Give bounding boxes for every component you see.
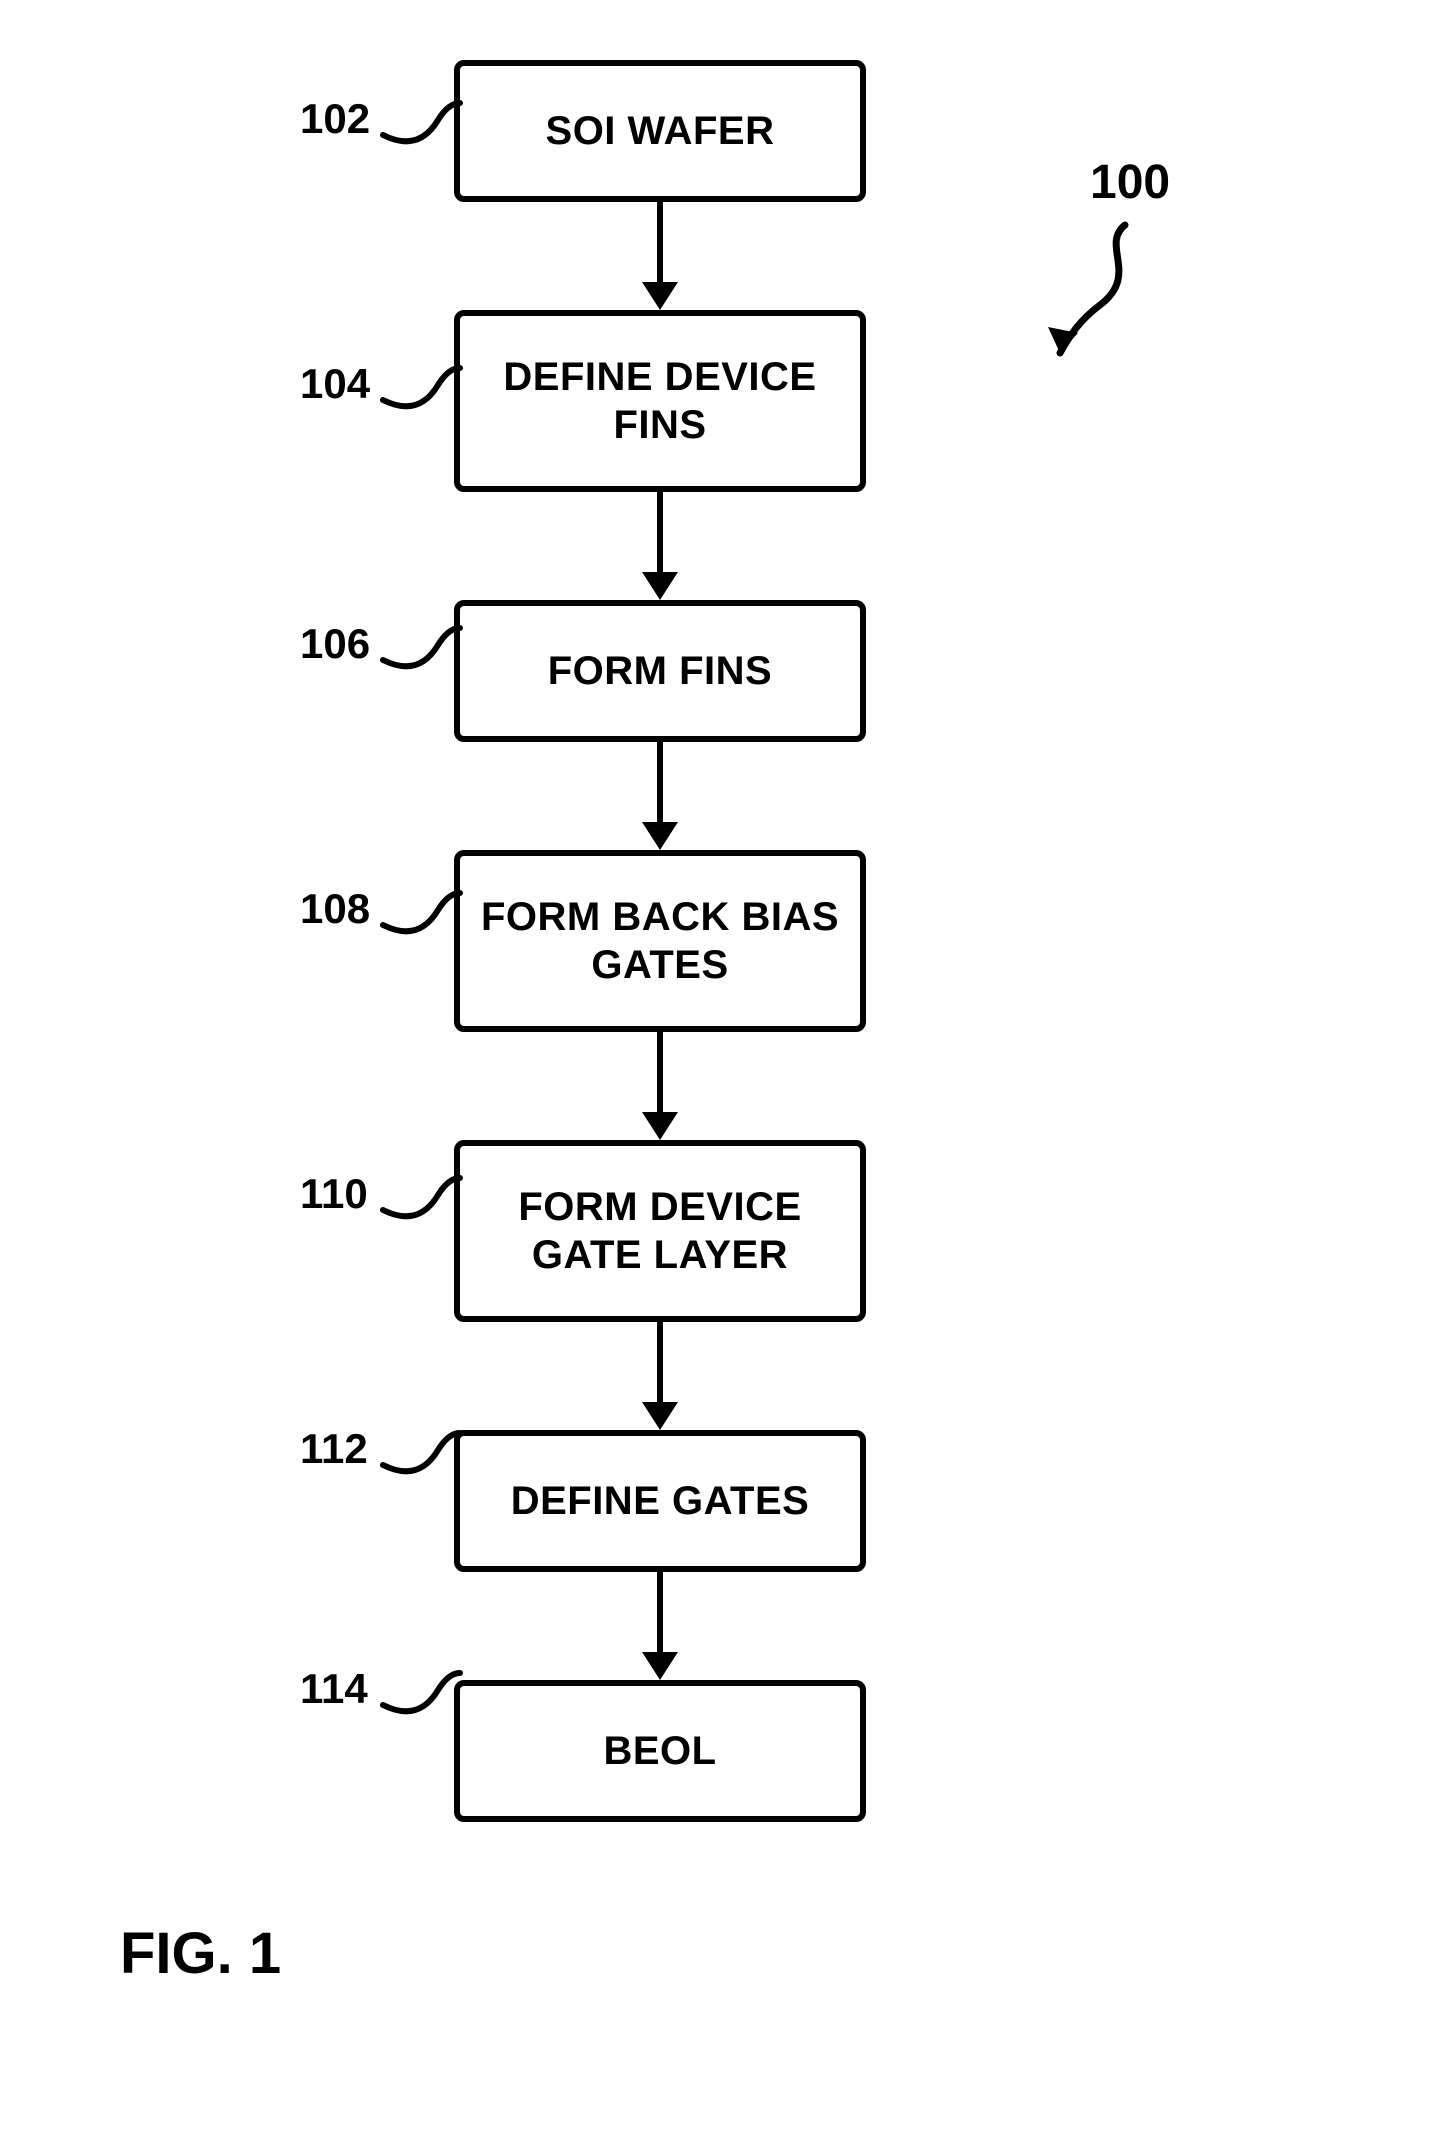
node-label-line1: FORM BACK BIAS xyxy=(481,893,839,941)
ref-hook-icon xyxy=(378,885,463,945)
ref-hook-icon xyxy=(378,95,463,155)
arrow-head-icon xyxy=(642,1652,678,1680)
flow-arrow xyxy=(642,1322,678,1430)
node-label-wrap: FORM DEVICE GATE LAYER xyxy=(518,1183,801,1279)
node-label-line1: DEFINE DEVICE xyxy=(503,353,816,401)
ref-hook-icon xyxy=(378,620,463,680)
ref-hook-icon xyxy=(378,360,463,420)
flow-node-form-back-bias-gates: FORM BACK BIAS GATES xyxy=(454,850,866,1032)
node-label: DEFINE GATES xyxy=(511,1479,810,1524)
arrow-shaft xyxy=(657,492,663,572)
ref-label-114: 114 xyxy=(300,1665,368,1713)
overall-reference-arrow xyxy=(1030,215,1150,375)
node-label-wrap: DEFINE DEVICE FINS xyxy=(503,353,816,449)
arrow-shaft xyxy=(657,742,663,822)
node-label: BEOL xyxy=(603,1729,716,1774)
flow-node-form-fins: FORM FINS xyxy=(454,600,866,742)
ref-label-112: 112 xyxy=(300,1425,368,1473)
flow-node-define-gates: DEFINE GATES xyxy=(454,1430,866,1572)
ref-label-108: 108 xyxy=(300,885,370,933)
flowchart: SOI WAFER DEFINE DEVICE FINS FORM FINS F… xyxy=(460,60,860,1822)
flow-node-soi-wafer: SOI WAFER xyxy=(454,60,866,202)
node-label: FORM FINS xyxy=(548,649,772,694)
arrow-shaft xyxy=(657,1572,663,1652)
arrow-head-icon xyxy=(642,572,678,600)
ref-label-106: 106 xyxy=(300,620,370,668)
flow-arrow xyxy=(642,1572,678,1680)
ref-label-110: 110 xyxy=(300,1170,368,1218)
flow-node-form-device-gate-layer: FORM DEVICE GATE LAYER xyxy=(454,1140,866,1322)
flow-arrow xyxy=(642,492,678,600)
flow-arrow xyxy=(642,202,678,310)
node-label-line2: GATE LAYER xyxy=(518,1231,801,1279)
node-label-line2: FINS xyxy=(503,401,816,449)
ref-hook-icon xyxy=(378,1665,463,1725)
arrow-head-icon xyxy=(642,282,678,310)
arrow-head-icon xyxy=(642,1112,678,1140)
ref-label-104: 104 xyxy=(300,360,370,408)
flow-arrow xyxy=(642,742,678,850)
arrow-shaft xyxy=(657,202,663,282)
overall-reference-label: 100 xyxy=(1090,155,1170,210)
arrow-head-icon xyxy=(642,1402,678,1430)
arrow-head-icon xyxy=(642,822,678,850)
arrow-shaft xyxy=(657,1322,663,1402)
node-label-line1: FORM DEVICE xyxy=(518,1183,801,1231)
flow-node-define-device-fins: DEFINE DEVICE FINS xyxy=(454,310,866,492)
node-label-line2: GATES xyxy=(481,941,839,989)
flow-node-beol: BEOL xyxy=(454,1680,866,1822)
arrow-shaft xyxy=(657,1032,663,1112)
flow-arrow xyxy=(642,1032,678,1140)
ref-hook-icon xyxy=(378,1170,463,1230)
ref-hook-icon xyxy=(378,1425,463,1485)
figure-label: FIG. 1 xyxy=(120,1920,281,1987)
node-label: SOI WAFER xyxy=(546,109,775,154)
node-label-wrap: FORM BACK BIAS GATES xyxy=(481,893,839,989)
ref-label-102: 102 xyxy=(300,95,370,143)
